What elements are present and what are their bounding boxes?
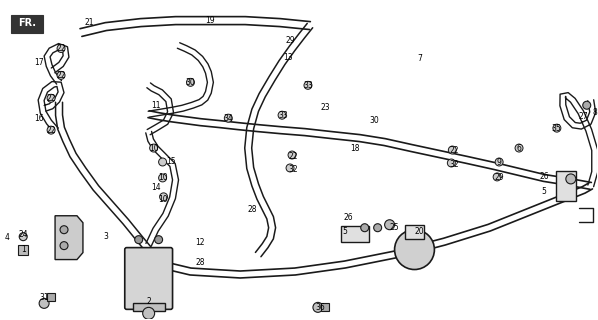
Text: 29: 29 bbox=[285, 36, 295, 45]
Bar bbox=[133, 303, 164, 311]
Circle shape bbox=[495, 158, 503, 166]
Text: 30: 30 bbox=[185, 78, 196, 87]
Text: 22: 22 bbox=[46, 126, 56, 135]
Circle shape bbox=[286, 164, 294, 172]
Text: 24: 24 bbox=[19, 230, 28, 239]
Text: FR.: FR. bbox=[18, 18, 36, 28]
Circle shape bbox=[135, 236, 143, 244]
Text: 26: 26 bbox=[344, 213, 353, 222]
Circle shape bbox=[361, 224, 369, 232]
Circle shape bbox=[493, 173, 501, 181]
Circle shape bbox=[160, 193, 167, 201]
Circle shape bbox=[374, 224, 382, 232]
Circle shape bbox=[60, 242, 68, 250]
Text: 19: 19 bbox=[206, 16, 215, 25]
Text: 22: 22 bbox=[56, 44, 66, 53]
Text: 22: 22 bbox=[46, 94, 56, 103]
Text: 22: 22 bbox=[450, 146, 459, 155]
Circle shape bbox=[155, 236, 163, 244]
Text: 10: 10 bbox=[149, 144, 158, 153]
Circle shape bbox=[143, 307, 155, 319]
Circle shape bbox=[57, 44, 65, 52]
Circle shape bbox=[553, 124, 561, 132]
Text: 6: 6 bbox=[517, 144, 521, 153]
Text: 18: 18 bbox=[350, 144, 359, 153]
Text: 11: 11 bbox=[151, 101, 160, 110]
Circle shape bbox=[448, 146, 456, 154]
Circle shape bbox=[19, 233, 27, 241]
Text: 30: 30 bbox=[370, 116, 380, 125]
Text: 28: 28 bbox=[248, 205, 257, 214]
Text: 20: 20 bbox=[414, 227, 425, 236]
Circle shape bbox=[187, 78, 194, 86]
Text: 3: 3 bbox=[103, 232, 108, 241]
Bar bbox=[321, 303, 329, 311]
Text: 7: 7 bbox=[417, 54, 422, 63]
Text: 8: 8 bbox=[593, 108, 597, 117]
Circle shape bbox=[313, 302, 323, 312]
Text: 14: 14 bbox=[151, 183, 160, 192]
Circle shape bbox=[304, 81, 312, 89]
Text: 29: 29 bbox=[495, 173, 504, 182]
Text: 15: 15 bbox=[166, 157, 175, 166]
Circle shape bbox=[47, 126, 55, 134]
Bar bbox=[341, 226, 369, 242]
Text: 34: 34 bbox=[224, 114, 233, 123]
Bar bbox=[11, 15, 43, 33]
Text: 17: 17 bbox=[34, 58, 44, 67]
Circle shape bbox=[288, 151, 296, 159]
Text: 31: 31 bbox=[39, 293, 49, 302]
Text: 26: 26 bbox=[539, 172, 549, 181]
Circle shape bbox=[395, 230, 434, 269]
Circle shape bbox=[515, 144, 523, 152]
Circle shape bbox=[47, 94, 55, 102]
Circle shape bbox=[583, 101, 591, 109]
Bar bbox=[47, 293, 55, 301]
Text: 25: 25 bbox=[390, 223, 399, 232]
Text: 32: 32 bbox=[288, 165, 298, 174]
Text: 10: 10 bbox=[158, 195, 167, 204]
Circle shape bbox=[158, 174, 167, 182]
Text: 12: 12 bbox=[196, 238, 205, 247]
Bar bbox=[18, 244, 28, 255]
Circle shape bbox=[39, 298, 49, 308]
Text: 10: 10 bbox=[158, 173, 167, 182]
Text: 13: 13 bbox=[283, 53, 293, 62]
Text: 22: 22 bbox=[288, 151, 298, 161]
Text: 5: 5 bbox=[343, 227, 347, 236]
Circle shape bbox=[150, 144, 158, 152]
Bar bbox=[404, 225, 425, 239]
Bar bbox=[556, 171, 576, 201]
Circle shape bbox=[566, 174, 576, 184]
Text: 27: 27 bbox=[579, 112, 588, 121]
Text: 23: 23 bbox=[320, 103, 329, 112]
Text: 4: 4 bbox=[5, 233, 10, 242]
Text: 16: 16 bbox=[34, 114, 44, 123]
Text: 33: 33 bbox=[278, 111, 288, 120]
Circle shape bbox=[447, 159, 455, 167]
Text: 32: 32 bbox=[450, 160, 459, 170]
Text: 2: 2 bbox=[147, 297, 151, 306]
Circle shape bbox=[224, 114, 232, 122]
Text: 35: 35 bbox=[551, 124, 561, 132]
Text: 36: 36 bbox=[315, 303, 325, 312]
Text: 33: 33 bbox=[303, 81, 313, 90]
Circle shape bbox=[385, 220, 395, 230]
Text: 9: 9 bbox=[497, 158, 502, 167]
Circle shape bbox=[278, 111, 286, 119]
FancyBboxPatch shape bbox=[125, 248, 173, 309]
Text: 5: 5 bbox=[542, 188, 547, 196]
Text: 28: 28 bbox=[196, 258, 205, 267]
Text: 1: 1 bbox=[21, 245, 26, 254]
Circle shape bbox=[158, 158, 167, 166]
Circle shape bbox=[57, 71, 65, 79]
Text: 22: 22 bbox=[56, 71, 66, 80]
Circle shape bbox=[60, 226, 68, 234]
Text: 21: 21 bbox=[84, 18, 94, 27]
Polygon shape bbox=[55, 216, 83, 260]
